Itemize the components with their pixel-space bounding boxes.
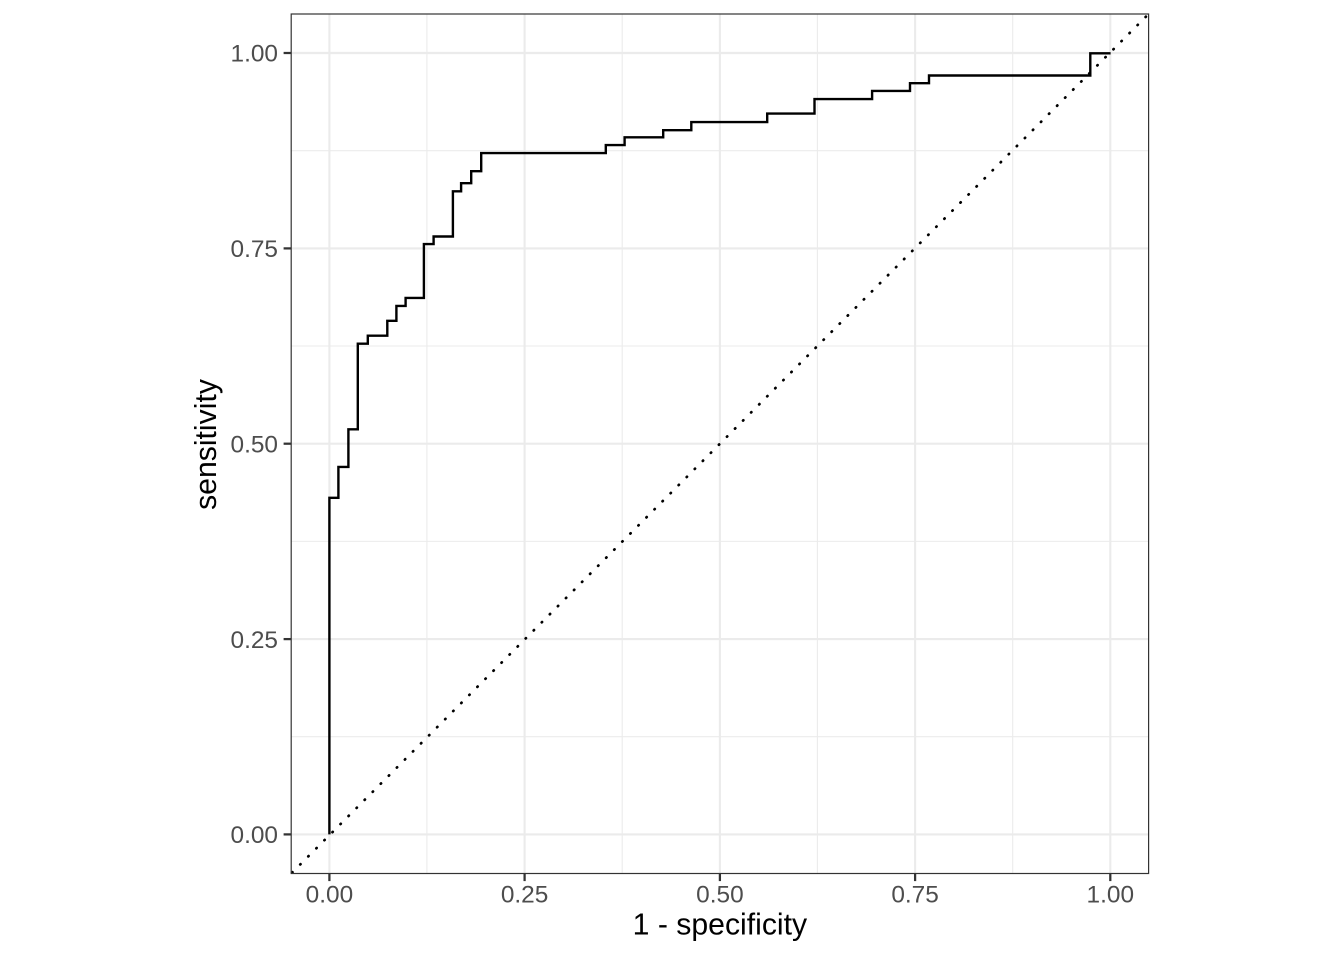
svg-text:0.75: 0.75 <box>891 882 938 909</box>
svg-text:sensitivity: sensitivity <box>190 378 223 510</box>
svg-text:1 - specificity: 1 - specificity <box>633 909 808 942</box>
svg-text:0.50: 0.50 <box>231 431 278 458</box>
svg-text:1.00: 1.00 <box>231 41 278 68</box>
svg-text:0.50: 0.50 <box>696 882 743 909</box>
svg-text:1.00: 1.00 <box>1087 882 1134 909</box>
svg-text:0.00: 0.00 <box>306 882 353 909</box>
svg-text:0.75: 0.75 <box>231 236 278 263</box>
svg-text:0.25: 0.25 <box>501 882 548 909</box>
svg-text:0.00: 0.00 <box>231 822 278 849</box>
svg-text:0.25: 0.25 <box>231 627 278 654</box>
